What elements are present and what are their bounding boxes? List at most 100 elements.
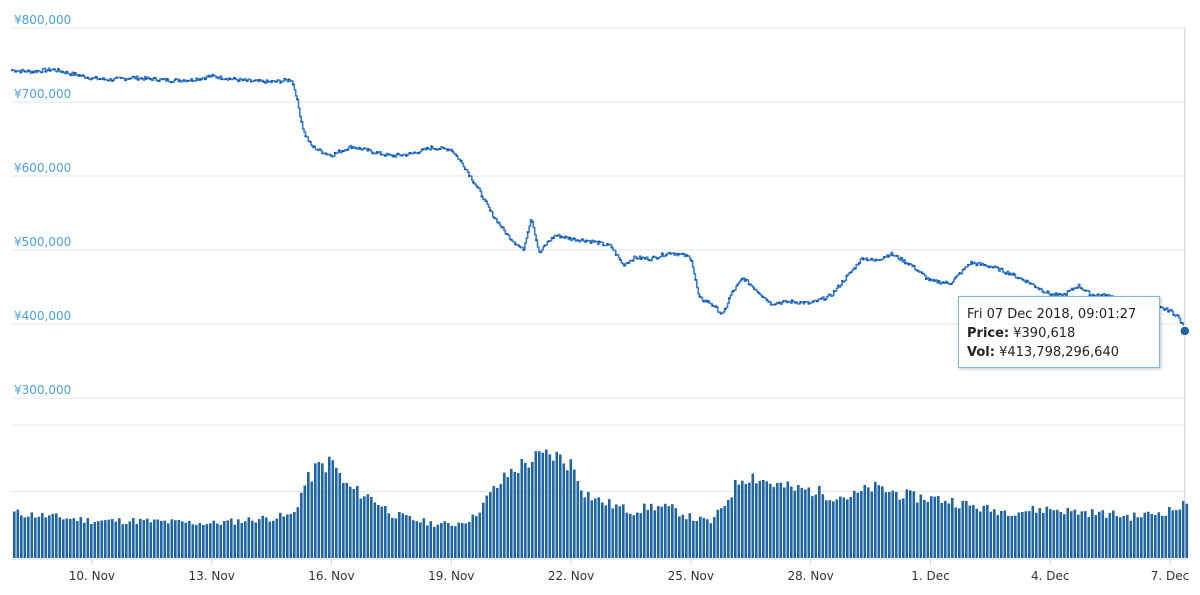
volume-bar <box>1182 501 1185 558</box>
price-point <box>375 150 378 154</box>
volume-bar <box>1003 510 1007 558</box>
price-point <box>895 254 898 257</box>
price-point <box>371 152 374 155</box>
price-point <box>941 281 944 284</box>
volume-bar <box>723 505 727 558</box>
price-point <box>400 154 403 157</box>
price-point <box>623 264 626 267</box>
volume-bar <box>401 513 405 558</box>
volume-bar <box>181 521 184 558</box>
price-point <box>36 69 39 72</box>
price-point <box>795 301 798 304</box>
price-point <box>90 77 93 80</box>
volume-bar <box>391 517 394 558</box>
volume-bar <box>979 511 982 558</box>
price-point <box>501 226 504 229</box>
volume-bar <box>797 485 800 558</box>
price-point <box>975 264 978 267</box>
volume-bar <box>1122 515 1126 558</box>
volume-bar <box>408 516 412 558</box>
volume-bar <box>436 524 440 558</box>
price-point <box>522 248 525 251</box>
price-point <box>530 220 534 223</box>
volume-bar <box>912 491 916 558</box>
price-point <box>44 70 47 73</box>
volume-bar <box>247 517 251 558</box>
price-point <box>753 288 756 291</box>
price-point <box>304 135 307 138</box>
price-point <box>849 271 852 274</box>
price-point <box>497 221 500 224</box>
volume-bar <box>244 521 247 558</box>
volume-bar <box>870 491 874 558</box>
price-point <box>656 257 659 260</box>
volume-bar <box>258 519 261 558</box>
volume-bar <box>905 489 909 558</box>
volume-bar <box>1035 512 1038 558</box>
volume-bar <box>513 471 517 558</box>
price-point <box>321 152 324 155</box>
volume-bar <box>636 512 639 558</box>
price-point <box>547 240 550 243</box>
volume-bar <box>349 486 352 558</box>
price-point <box>10 69 14 72</box>
volume-bar <box>118 518 121 558</box>
volume-bar <box>492 486 496 558</box>
volume-bar <box>937 496 940 558</box>
volume-bar <box>202 525 205 558</box>
volume-bar <box>1000 511 1003 558</box>
price-point <box>514 243 517 246</box>
price-point <box>405 154 408 157</box>
price-point <box>23 70 26 73</box>
price-point <box>920 272 924 275</box>
volume-bar <box>100 520 104 558</box>
price-point <box>904 262 907 265</box>
volume-bar <box>1119 517 1122 558</box>
price-point <box>317 148 320 152</box>
price-point <box>576 239 580 242</box>
volume-bar <box>975 508 979 558</box>
price-point <box>40 71 43 74</box>
price-point <box>564 235 567 238</box>
price-point <box>103 78 106 81</box>
volume-bar <box>457 522 461 558</box>
volume-bar <box>170 519 174 558</box>
price-point <box>1075 286 1079 289</box>
volume-bar <box>916 502 919 558</box>
volume-bar <box>1049 509 1052 558</box>
volume-bar <box>940 503 944 558</box>
volume-bar <box>590 500 594 558</box>
volume-bar <box>779 482 783 558</box>
price-point <box>887 255 890 258</box>
volume-bar <box>356 486 359 558</box>
volume-bar <box>93 522 97 558</box>
price-point <box>166 77 169 81</box>
volume-bar <box>688 513 692 558</box>
hover-marker[interactable] <box>1179 325 1191 337</box>
volume-bar <box>716 509 720 558</box>
volume-bar <box>1056 509 1059 558</box>
price-point <box>916 269 919 272</box>
volume-bar <box>965 501 968 558</box>
volume-bar <box>520 459 524 558</box>
price-point <box>966 263 970 266</box>
price-point <box>220 78 223 81</box>
volume-bar <box>608 499 611 558</box>
price-point <box>216 76 219 79</box>
volume-bar <box>846 499 849 558</box>
volume-bar <box>842 497 846 558</box>
volume-bar <box>1059 512 1063 558</box>
price-point <box>337 149 341 152</box>
price-point <box>417 151 420 154</box>
volume-bar <box>660 506 664 558</box>
price-point <box>669 252 672 255</box>
price-line[interactable] <box>12 67 1186 331</box>
price-point <box>27 69 30 72</box>
volume-bar <box>737 484 741 558</box>
price-point <box>715 306 718 309</box>
volume-bar <box>1157 512 1161 558</box>
volume-bar <box>555 451 559 558</box>
price-point <box>1042 291 1045 294</box>
volume-bar <box>611 508 615 558</box>
